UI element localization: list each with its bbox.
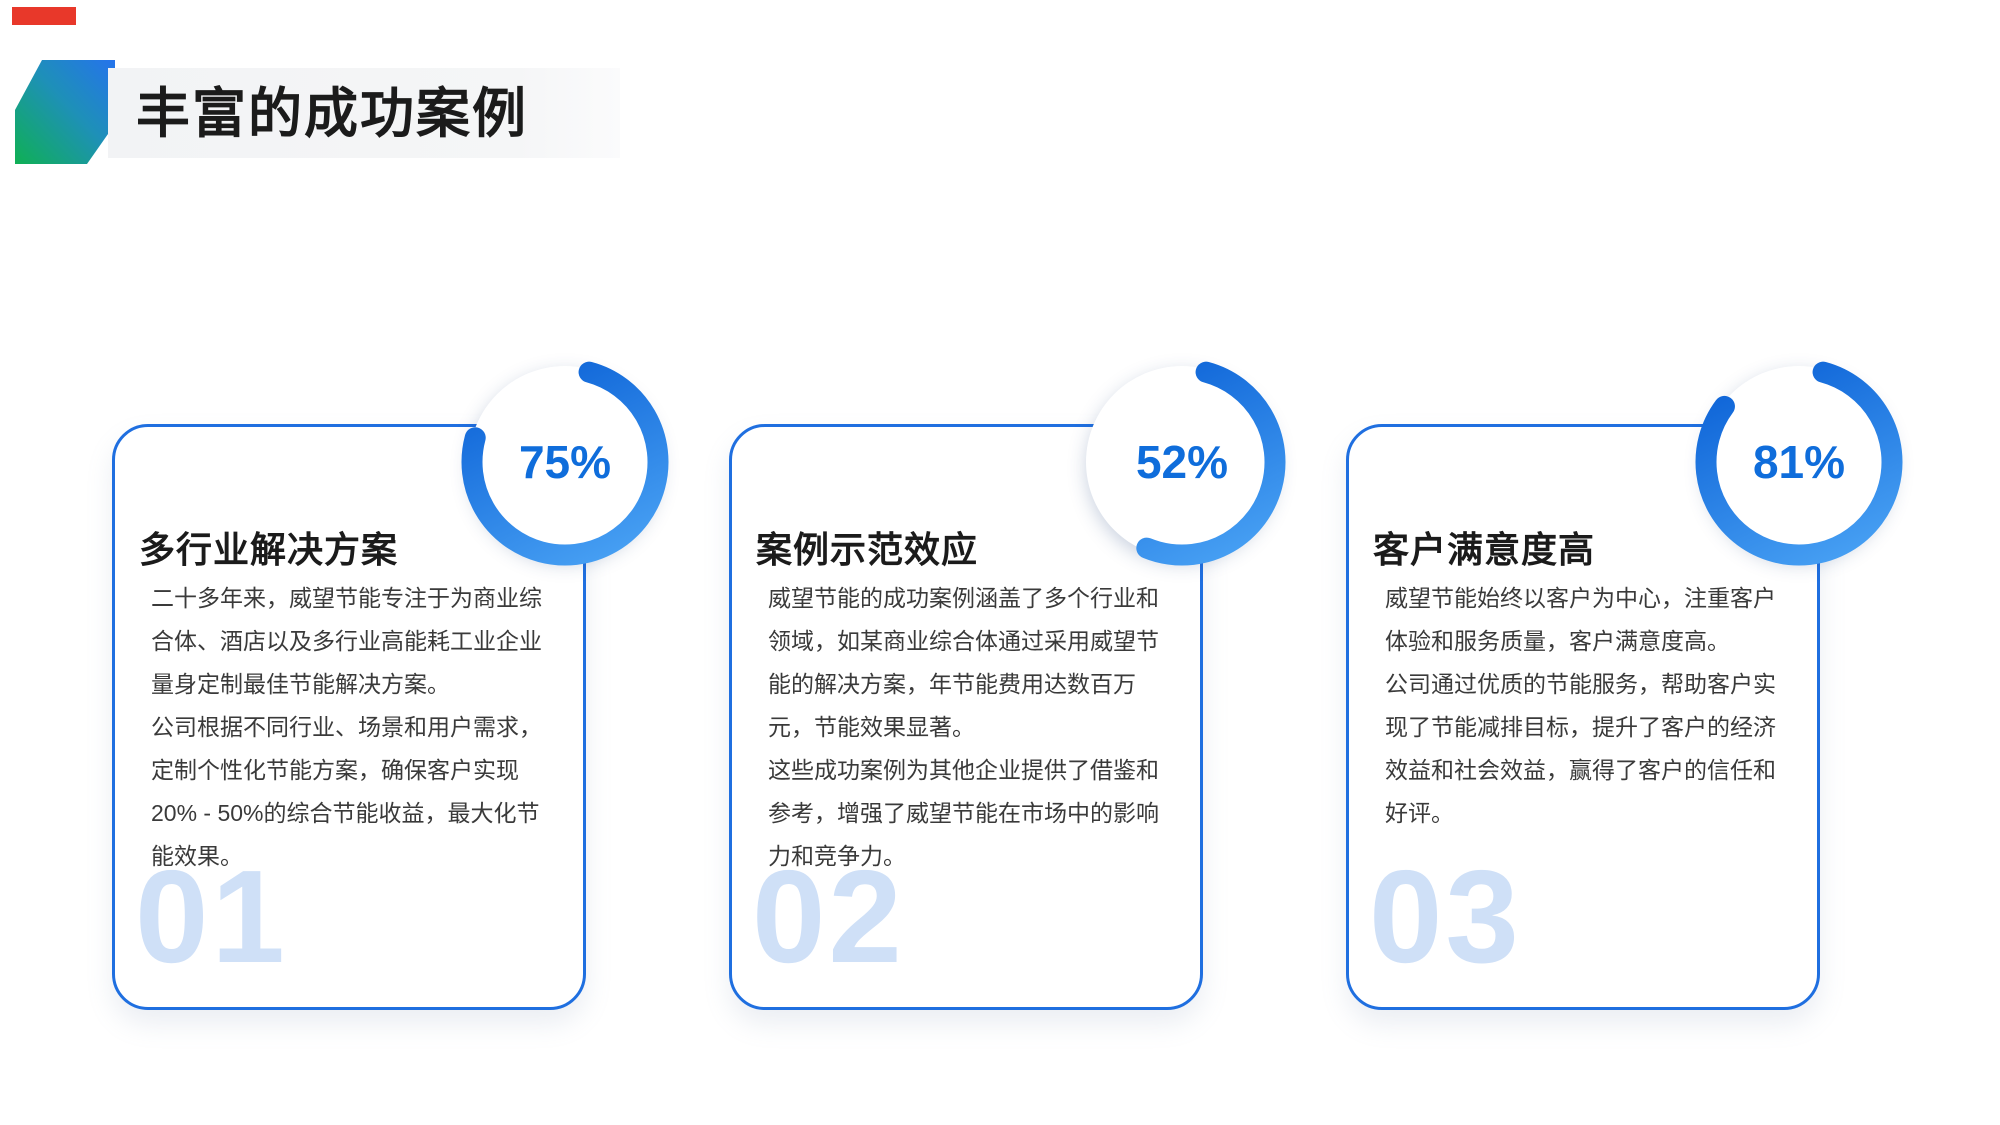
progress-ring-percent-label: 52% xyxy=(1135,436,1229,488)
progress-ring-arc xyxy=(1078,358,1286,566)
card-customer-satisfaction: 03 客户满意度高 威望节能始终以客户为中心，注重客户体验和服务质量，客户满意度… xyxy=(1346,358,1903,1010)
card-paragraph: 威望节能始终以客户为中心，注重客户体验和服务质量，客户满意度高。 xyxy=(1385,585,1776,654)
card-paragraph: 这些成功案例为其他企业提供了借鉴和参考，增强了威望节能在市场中的影响力和竞争力。 xyxy=(768,757,1159,869)
progress-ring: 52% xyxy=(1077,357,1287,567)
card-body: 威望节能始终以客户为中心，注重客户体验和服务质量，客户满意度高。 公司通过优质的… xyxy=(1385,577,1789,835)
page-title: 丰富的成功案例 xyxy=(136,84,528,144)
card-paragraph: 公司通过优质的节能服务，帮助客户实现了节能减排目标，提升了客户的经济效益和社会效… xyxy=(1385,671,1776,826)
progress-ring-percent-label: 81% xyxy=(1752,436,1846,488)
progress-ring-percent-label: 75% xyxy=(518,436,612,488)
card-index-number: 03 xyxy=(1369,843,1522,990)
progress-ring: 75% xyxy=(460,357,670,567)
card-body: 威望节能的成功案例涵盖了多个行业和领域，如某商业综合体通过采用威望节能的解决方案… xyxy=(768,577,1172,878)
card-body: 二十多年来，威望节能专注于为商业综合体、酒店以及多行业高能耗工业企业量身定制最佳… xyxy=(151,577,555,878)
card-heading: 案例示范效应 xyxy=(756,529,979,570)
card-index-number: 01 xyxy=(135,843,288,990)
card-heading: 客户满意度高 xyxy=(1373,529,1596,570)
card-paragraph: 公司根据不同行业、场景和用户需求，定制个性化节能方案，确保客户实现20% - 5… xyxy=(151,714,542,869)
card-index-number: 02 xyxy=(752,843,905,990)
progress-ring: 81% xyxy=(1694,357,1904,567)
card-paragraph: 二十多年来，威望节能专注于为商业综合体、酒店以及多行业高能耗工业企业量身定制最佳… xyxy=(151,585,542,697)
card-demonstration-effect: 02 案例示范效应 威望节能的成功案例涵盖了多个行业和领域，如某商业综合体通过采… xyxy=(729,358,1286,1010)
card-paragraph: 威望节能的成功案例涵盖了多个行业和领域，如某商业综合体通过采用威望节能的解决方案… xyxy=(768,585,1159,740)
corner-red-mark xyxy=(12,7,76,25)
progress-ring-arc xyxy=(1695,358,1903,566)
title-band xyxy=(108,68,620,158)
card-multi-industry: 01 多行业解决方案 二十多年来，威望节能专注于为商业综合体、酒店以及多行业高能… xyxy=(112,358,669,1010)
gradient-hexagon-logo-icon xyxy=(15,60,115,164)
progress-ring-arc xyxy=(461,358,669,566)
card-heading: 多行业解决方案 xyxy=(139,529,399,570)
